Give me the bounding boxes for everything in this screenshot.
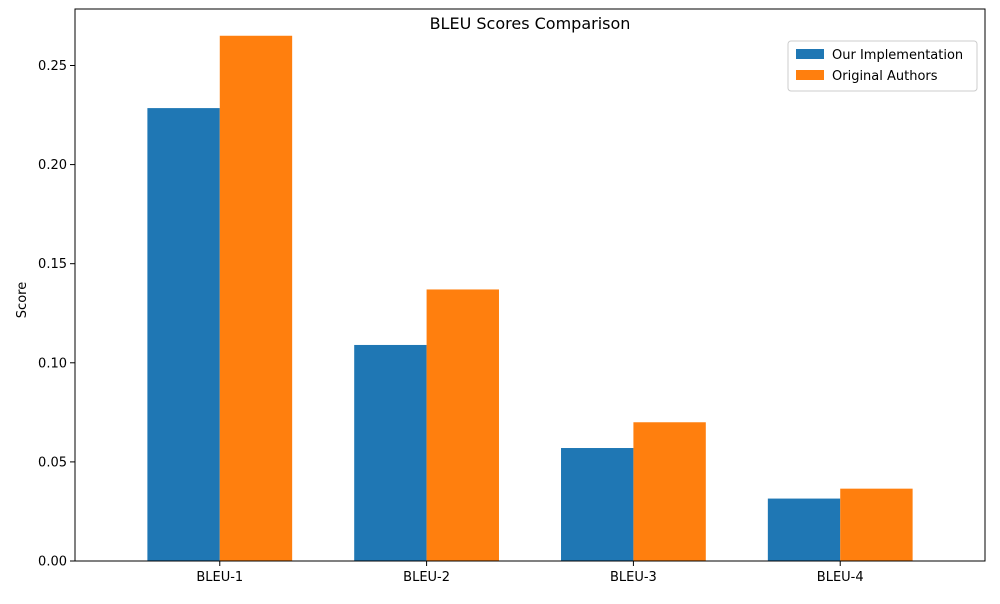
x-axis: BLEU-1 BLEU-2 BLEU-3 BLEU-4 [196, 561, 864, 585]
chart-title: BLEU Scores Comparison [430, 14, 631, 33]
bar-original-authors-3 [633, 422, 706, 561]
legend-label-our-implementation: Our Implementation [832, 48, 963, 63]
bar-our-implementation-1 [147, 108, 220, 561]
y-tick-label: 0.20 [38, 158, 67, 173]
bar-our-implementation-2 [354, 344, 427, 561]
legend: Our Implementation Original Authors [787, 40, 978, 92]
y-axis: 0.00 0.05 0.10 0.15 0.20 0.25 [38, 59, 75, 570]
y-tick-label: 0.10 [38, 356, 67, 371]
legend-swatch-our-implementation [796, 49, 824, 59]
y-tick-label: 0.05 [38, 455, 67, 470]
bar-our-implementation-4 [767, 498, 841, 561]
x-tick-label: BLEU-3 [610, 570, 657, 585]
bar-original-authors-1 [219, 35, 293, 561]
x-tick-label: BLEU-4 [817, 570, 864, 585]
plot-frame [74, 8, 986, 562]
bar-original-authors-2 [426, 289, 499, 561]
legend-box [787, 40, 978, 92]
y-tick-label: 0.00 [38, 555, 67, 570]
bar-our-implementation-3 [561, 448, 634, 561]
y-tick-label: 0.15 [38, 257, 67, 272]
bars-layer [147, 35, 913, 561]
y-axis-label: Score [15, 282, 30, 318]
x-tick-label: BLEU-1 [196, 570, 243, 585]
x-tick-label: BLEU-2 [403, 570, 450, 585]
legend-swatch-original-authors [796, 70, 824, 80]
bar-original-authors-4 [840, 488, 913, 561]
y-tick-label: 0.25 [38, 59, 67, 74]
legend-label-original-authors: Original Authors [832, 69, 938, 84]
